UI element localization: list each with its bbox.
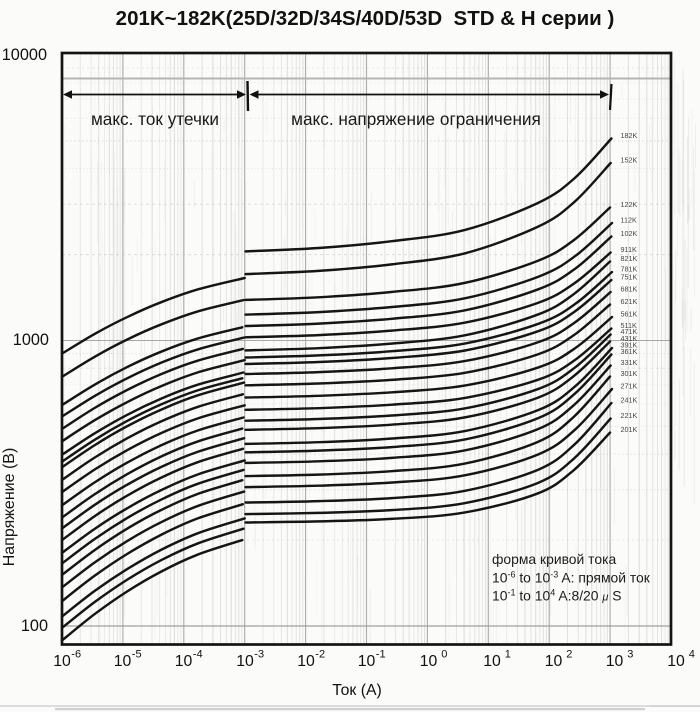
svg-text:10: 10 bbox=[53, 653, 71, 670]
svg-text:макс. ток утечки: макс. ток утечки bbox=[91, 109, 219, 129]
svg-text:10-1 to 104 A:8/20 μ S: 10-1 to 104 A:8/20 μ S bbox=[492, 588, 622, 604]
svg-text:511K: 511K bbox=[621, 321, 637, 330]
svg-text:-3: -3 bbox=[254, 649, 264, 661]
svg-text:10: 10 bbox=[114, 653, 132, 670]
svg-text:112K: 112K bbox=[621, 216, 637, 225]
svg-text:1000: 1000 bbox=[13, 331, 49, 349]
svg-text:0: 0 bbox=[441, 649, 447, 661]
svg-text:Напряжение (В): Напряжение (В) bbox=[1, 448, 18, 567]
svg-text:10: 10 bbox=[667, 653, 685, 670]
svg-text:431K: 431K bbox=[621, 334, 638, 343]
svg-text:152K: 152K bbox=[621, 156, 638, 165]
svg-text:10-6 to 10-3 A: прямой ток: 10-6 to 10-3 A: прямой ток bbox=[492, 570, 651, 586]
svg-text:10: 10 bbox=[545, 653, 563, 670]
svg-text:301K: 301K bbox=[621, 369, 638, 378]
svg-text:-1: -1 bbox=[376, 649, 386, 661]
svg-text:100: 100 bbox=[21, 617, 48, 635]
svg-text:4: 4 bbox=[689, 649, 695, 661]
svg-text:3: 3 bbox=[627, 649, 633, 661]
svg-text:10: 10 bbox=[358, 653, 376, 670]
svg-text:201K: 201K bbox=[621, 425, 638, 434]
svg-text:10: 10 bbox=[420, 653, 438, 670]
svg-text:-6: -6 bbox=[71, 649, 81, 661]
svg-text:471K: 471K bbox=[621, 327, 638, 336]
svg-text:361K: 361K bbox=[621, 347, 638, 356]
svg-text:10: 10 bbox=[297, 653, 315, 670]
svg-text:182K: 182K bbox=[621, 131, 638, 140]
svg-text:271K: 271K bbox=[621, 382, 638, 391]
svg-text:221K: 221K bbox=[621, 411, 638, 420]
svg-text:-5: -5 bbox=[132, 649, 142, 661]
svg-text:911K: 911K bbox=[621, 245, 637, 254]
svg-text:331K: 331K bbox=[621, 358, 638, 367]
svg-text:201K~182K(25D/32D/34S/40D/53D: 201K~182K(25D/32D/34S/40D/53D STD & H се… bbox=[116, 7, 615, 30]
svg-text:122K: 122K bbox=[621, 200, 638, 209]
svg-text:621K: 621K bbox=[621, 297, 638, 306]
svg-text:-4: -4 bbox=[193, 649, 203, 661]
svg-text:Ток (А): Ток (А) bbox=[332, 682, 382, 699]
svg-text:391K: 391K bbox=[621, 341, 638, 350]
svg-text:751K: 751K bbox=[621, 273, 638, 282]
svg-text:10: 10 bbox=[483, 653, 501, 670]
svg-text:821K: 821K bbox=[621, 254, 638, 263]
svg-text:681K: 681K bbox=[621, 285, 638, 294]
svg-text:10: 10 bbox=[175, 653, 193, 670]
svg-text:1: 1 bbox=[505, 649, 511, 661]
svg-text:форма кривой тока: форма кривой тока bbox=[492, 551, 616, 567]
svg-text:781K: 781K bbox=[621, 265, 638, 274]
svg-text:макс. напряжение ограничения: макс. напряжение ограничения bbox=[291, 109, 541, 129]
svg-text:10000: 10000 bbox=[2, 46, 47, 64]
svg-text:241K: 241K bbox=[621, 396, 638, 405]
svg-text:561K: 561K bbox=[621, 310, 638, 319]
svg-text:-2: -2 bbox=[315, 649, 325, 661]
svg-text:10: 10 bbox=[606, 653, 624, 670]
svg-text:2: 2 bbox=[566, 649, 572, 661]
svg-text:10: 10 bbox=[236, 653, 254, 670]
svg-text:102K: 102K bbox=[621, 229, 638, 238]
